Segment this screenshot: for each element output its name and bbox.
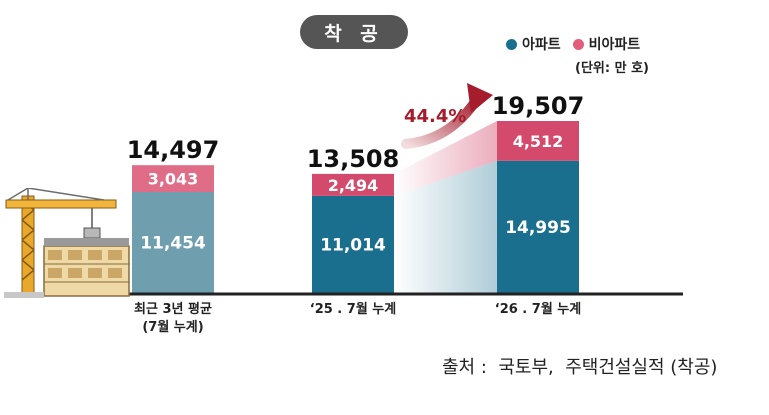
source-note: 출처 : 국토부, 주택건설실적 (착공): [442, 357, 718, 378]
value-label-apartment-0: 11,454: [140, 234, 206, 254]
bar-apartment-1: [312, 195, 394, 293]
unit-label: (단위: 만 호): [575, 61, 649, 76]
chart-title-badge: 착 공: [300, 15, 408, 49]
value-label-non-apartment-1: 2,494: [328, 176, 379, 195]
bar-non-apartment-0: [132, 165, 214, 193]
growth-rate-label: 44.4%: [404, 106, 466, 127]
total-label-1: 13,508: [307, 145, 400, 173]
value-label-apartment-2: 14,995: [505, 218, 571, 238]
category-label-2-0: ‘26 . 7월 누계: [495, 301, 581, 317]
value-label-non-apartment-0: 3,043: [148, 170, 199, 189]
legend-swatch-non-apartment: [572, 38, 584, 50]
bar-apartment-0: [132, 192, 214, 293]
growth-layer: [394, 83, 497, 293]
labels-layer: 11,454 3,043 14,497 최근 3년 평균 (7월 누계) 11,014 2,…: [127, 92, 585, 335]
legend-item-apartment: 아파트: [506, 34, 561, 54]
legend: 아파트 비아파트: [506, 34, 652, 54]
bar-apartment-2: [497, 160, 579, 293]
bars-layer: [132, 121, 579, 293]
category-label-1-0: ‘25 . 7월 누계: [310, 301, 396, 317]
growth-area-apartment: [394, 160, 497, 293]
bar-non-apartment-2: [497, 121, 579, 161]
construction-crane-icon: [4, 188, 130, 298]
legend-item-non-apartment: 비아파트: [572, 34, 641, 54]
legend-label-non-apartment: 비아파트: [588, 37, 641, 53]
value-label-non-apartment-2: 4,512: [513, 132, 564, 151]
bar-non-apartment-1: [312, 173, 394, 196]
category-label-0-0: 최근 3년 평균: [134, 301, 212, 317]
growth-arrow-head: [467, 83, 493, 113]
category-label-0-1: (7월 누계): [142, 319, 203, 335]
legend-label-apartment: 아파트: [522, 37, 561, 53]
legend-swatch-apartment: [506, 38, 517, 50]
total-label-2: 19,507: [492, 92, 585, 120]
total-label-0: 14,497: [127, 136, 220, 164]
value-label-apartment-1: 11,014: [320, 235, 386, 255]
growth-area-non-apartment: [394, 121, 497, 196]
